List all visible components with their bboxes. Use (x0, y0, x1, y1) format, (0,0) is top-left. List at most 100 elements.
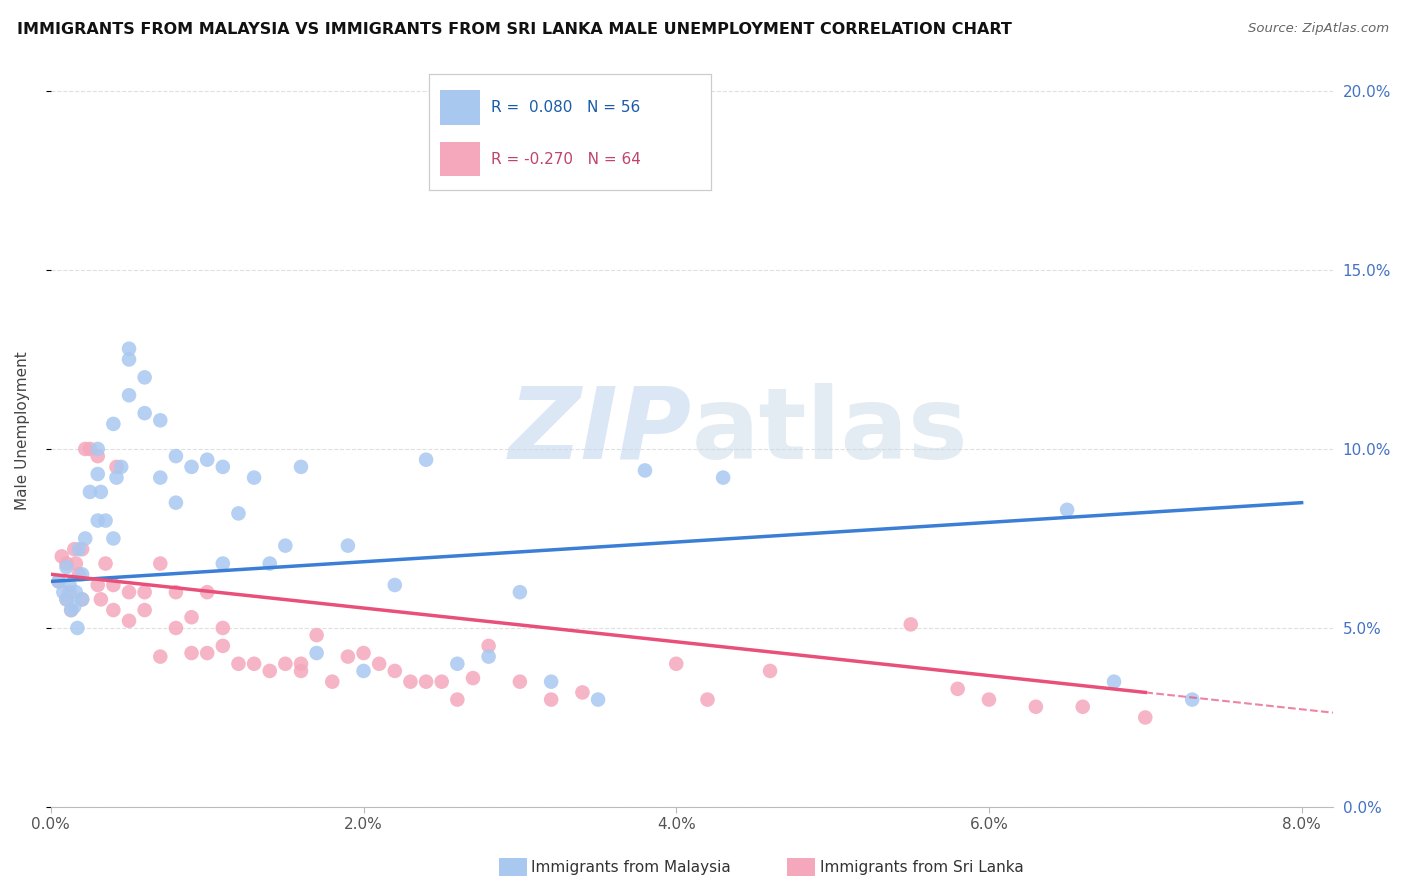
Point (243, 470, 266, 484)
Point (118, 585, 141, 599)
Point (65, 585, 87, 599)
Point (195, 646, 218, 660)
Point (305, 646, 328, 660)
Point (195, 452, 218, 467)
Point (461, 671, 484, 685)
Point (58, 585, 80, 599)
Point (165, 621, 187, 635)
Point (90, 484, 112, 499)
Point (63, 599, 86, 614)
Point (571, 685, 593, 699)
Point (75, 442, 97, 456)
Point (259, 664, 281, 678)
Point (509, 674, 531, 689)
Text: ZIP: ZIP (509, 383, 692, 480)
Point (63, 542, 86, 557)
Point (87, 467, 110, 481)
Point (165, 449, 187, 463)
Point (87, 514, 110, 528)
Point (711, 470, 734, 484)
Text: Source: ZipAtlas.com: Source: ZipAtlas.com (1249, 22, 1389, 36)
Point (446, 692, 468, 706)
Point (180, 459, 202, 474)
Point (259, 557, 281, 571)
Point (134, 370, 156, 384)
Point (149, 413, 172, 427)
Point (430, 674, 453, 689)
Text: Immigrants from Malaysia: Immigrants from Malaysia (531, 861, 731, 875)
Point (290, 657, 312, 671)
Point (696, 692, 718, 706)
Point (134, 585, 156, 599)
Point (211, 557, 233, 571)
Point (759, 664, 782, 678)
Point (103, 417, 125, 431)
Point (65, 557, 87, 571)
Point (60, 603, 83, 617)
Point (87, 442, 110, 456)
Point (540, 674, 562, 689)
Point (1071, 699, 1094, 714)
Point (103, 603, 125, 617)
Point (51, 549, 73, 564)
Point (243, 657, 266, 671)
Point (634, 463, 657, 477)
Point (180, 610, 202, 624)
Point (55, 592, 77, 607)
Point (336, 539, 359, 553)
Point (540, 692, 562, 706)
Point (55, 560, 77, 574)
Point (211, 639, 233, 653)
Point (52, 585, 75, 599)
Point (105, 470, 128, 484)
Point (55, 557, 77, 571)
Point (79, 442, 101, 456)
Point (67, 542, 90, 557)
Point (353, 646, 375, 660)
Point (1056, 503, 1078, 517)
Point (70, 592, 93, 607)
Point (66, 621, 89, 635)
Point (586, 692, 609, 706)
Point (415, 452, 437, 467)
Point (353, 664, 375, 678)
Point (67, 567, 90, 582)
Point (165, 585, 187, 599)
Point (478, 649, 501, 664)
Point (70, 567, 93, 582)
Point (1025, 699, 1047, 714)
Point (274, 539, 297, 553)
Point (134, 603, 156, 617)
Point (415, 674, 437, 689)
Point (118, 388, 141, 402)
Point (446, 657, 468, 671)
Point (149, 557, 172, 571)
Point (48, 574, 70, 589)
Point (134, 406, 156, 420)
Point (399, 674, 422, 689)
Point (336, 649, 359, 664)
Point (110, 459, 132, 474)
Point (48, 574, 70, 589)
Point (118, 352, 141, 367)
Point (665, 657, 688, 671)
Point (103, 578, 125, 592)
Point (105, 459, 128, 474)
Point (274, 657, 297, 671)
Point (321, 674, 343, 689)
Point (946, 681, 969, 696)
Point (478, 639, 501, 653)
Point (384, 578, 406, 592)
Text: IMMIGRANTS FROM MALAYSIA VS IMMIGRANTS FROM SRI LANKA MALE UNEMPLOYMENT CORRELAT: IMMIGRANTS FROM MALAYSIA VS IMMIGRANTS F… (17, 22, 1012, 37)
Point (165, 496, 187, 510)
Point (90, 592, 112, 607)
Point (305, 628, 328, 642)
Point (87, 578, 110, 592)
Point (118, 342, 141, 356)
Text: atlas: atlas (692, 383, 969, 480)
Point (368, 657, 391, 671)
Point (70, 542, 93, 557)
Point (180, 646, 202, 660)
Point (211, 459, 233, 474)
Point (55, 592, 77, 607)
